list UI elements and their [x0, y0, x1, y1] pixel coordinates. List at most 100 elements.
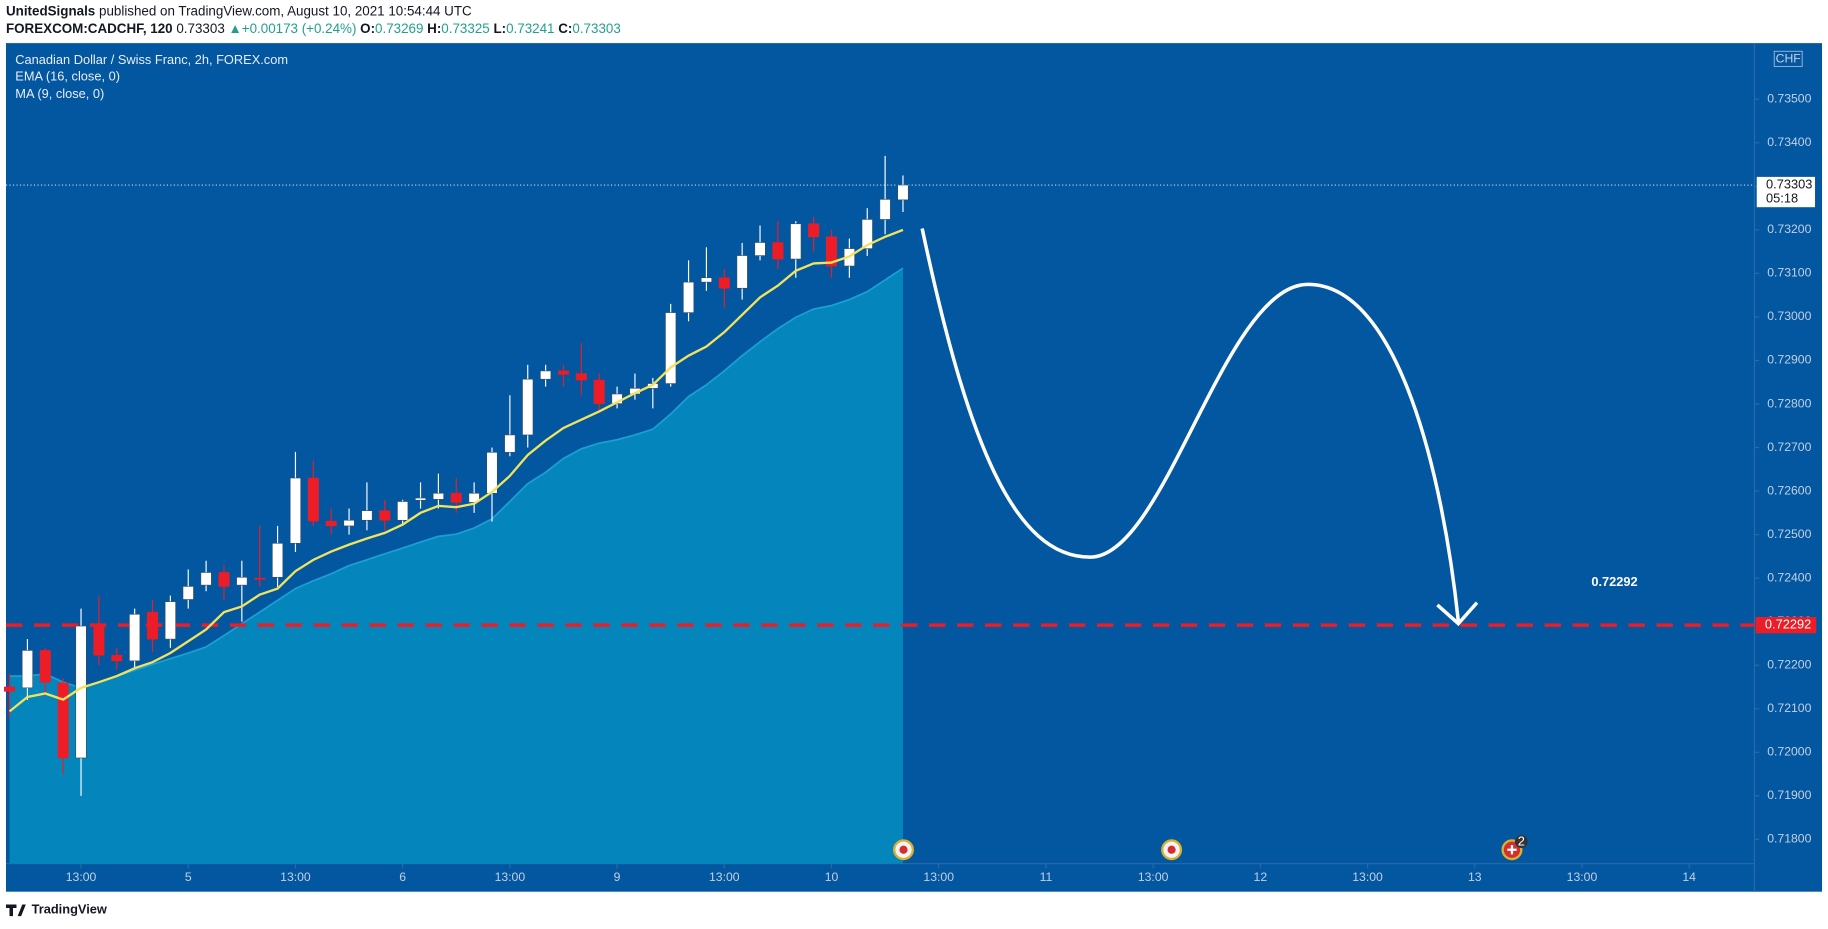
target-annotation: 0.72292 — [1591, 574, 1637, 589]
candle-body — [254, 577, 266, 580]
y-tick-label: 0.73100 — [1767, 266, 1811, 280]
flag-ca — [1167, 845, 1176, 854]
target-price-label: 0.72292 — [1765, 617, 1811, 632]
candle-body — [861, 219, 873, 249]
candle-body — [432, 492, 444, 500]
candle-body — [4, 686, 16, 692]
x-tick-label: 13:00 — [66, 870, 97, 884]
candle-body — [129, 613, 141, 662]
x-tick-label: 13:00 — [1138, 870, 1169, 884]
brand: TradingView — [32, 902, 107, 917]
currency: CHF — [1776, 52, 1801, 66]
chart-layer: 0.735000.734000.733000.732000.731000.730… — [4, 92, 1817, 884]
forecast-arrowhead — [1436, 601, 1479, 627]
published: published on TradingView.com, August 10,… — [99, 3, 472, 18]
candle-body — [289, 477, 301, 544]
y-tick-label: 0.72900 — [1767, 353, 1811, 367]
candle-body — [361, 510, 373, 521]
candle-body — [683, 281, 695, 313]
candle-body — [93, 625, 105, 656]
currency-box — [1773, 50, 1803, 67]
x-tick-label: 13:00 — [709, 870, 740, 884]
x-tick-label: 11 — [1040, 870, 1053, 884]
o-label: O: — [360, 21, 375, 36]
candle-body — [111, 654, 123, 662]
target-price-tag — [1755, 617, 1817, 634]
y-tick-label: 0.72200 — [1767, 657, 1811, 671]
c: 0.73303 — [572, 21, 620, 36]
x-tick-label: 13 — [1468, 870, 1482, 884]
candle-body — [825, 236, 838, 267]
x-tick-label: 10 — [825, 870, 839, 884]
l: 0.73241 — [506, 21, 554, 36]
candle-body — [700, 277, 712, 283]
candle-body — [879, 199, 891, 220]
y-tick-label: 0.72100 — [1767, 701, 1811, 715]
l-label: L: — [493, 21, 506, 36]
candle-body — [343, 519, 355, 527]
y-tick-label: 0.73400 — [1767, 135, 1811, 149]
legend-ema: EMA (16, close, 0) — [15, 68, 120, 83]
y-tick-label: 0.72400 — [1767, 570, 1811, 584]
candle-body — [414, 497, 427, 501]
candle-body — [772, 242, 784, 260]
candle-body — [504, 434, 516, 453]
y-tick-label: 0.72500 — [1767, 527, 1811, 541]
candle-body — [272, 543, 284, 578]
candle-body — [808, 223, 820, 238]
candle-body — [325, 520, 337, 527]
candle-body — [75, 625, 87, 759]
candle-body — [540, 370, 552, 380]
countdown: 05:18 — [1766, 190, 1798, 205]
h-label: H: — [427, 21, 441, 36]
y-tick-label: 0.72600 — [1767, 483, 1811, 497]
candle-body — [164, 601, 176, 640]
candle-body — [575, 373, 587, 381]
y-tick-label: 0.73500 — [1767, 92, 1811, 106]
x-tick-label: 13:00 — [495, 870, 526, 884]
candle-body — [146, 611, 159, 640]
brand-logo: TradingView — [5, 902, 107, 917]
candle-body — [754, 242, 766, 256]
legend-ma: MA (9, close, 0) — [15, 86, 104, 101]
y-tick-label: 0.73200 — [1767, 222, 1811, 236]
last-price-label: 0.73303 — [1766, 176, 1812, 191]
x-tick-label: 13:00 — [923, 870, 954, 884]
candle-body — [397, 501, 409, 521]
ema-line — [8, 228, 904, 713]
symbol: FOREXCOM:CADCHF, 120 — [6, 21, 173, 36]
x-tick-label: 5 — [185, 870, 192, 884]
ma-area — [9, 268, 903, 864]
x-tick-label: 14 — [1682, 870, 1696, 884]
forecast-curve — [920, 228, 1461, 622]
candle-body — [379, 510, 391, 521]
x-tick-label: 9 — [614, 870, 621, 884]
x-tick-label: 12 — [1254, 870, 1268, 884]
ma-line — [9, 267, 904, 689]
y-tick-label: 0.73000 — [1767, 309, 1811, 323]
candle-body — [21, 650, 33, 689]
author: UnitedSignals — [6, 3, 95, 18]
quote-line: FOREXCOM:CADCHF, 120 0.73303 ▲+0.00173 (… — [6, 21, 621, 36]
candle-body — [218, 572, 230, 587]
candle-body — [182, 586, 194, 600]
x-tick-label: 6 — [399, 870, 406, 884]
candle-body — [718, 277, 730, 289]
h: 0.73325 — [441, 21, 489, 36]
flag-ch — [1507, 845, 1517, 855]
candle-body — [897, 184, 909, 201]
candle-body — [665, 312, 677, 384]
legend-title: Canadian Dollar / Swiss Franc, 2h, FOREX… — [15, 52, 288, 67]
event-icons: 2 — [893, 834, 1528, 861]
x-tick-label: 13:00 — [1352, 870, 1383, 884]
candle-body — [200, 572, 212, 586]
c-label: C: — [558, 21, 572, 36]
y-tick-label: 0.72800 — [1767, 396, 1811, 410]
y-tick-label: 0.72700 — [1767, 440, 1811, 454]
candle-body — [57, 682, 69, 759]
badge — [1514, 835, 1528, 848]
candle-body — [593, 379, 605, 404]
y-tick-label: 0.71900 — [1767, 788, 1811, 802]
x-tick-label: 13:00 — [1567, 870, 1598, 884]
